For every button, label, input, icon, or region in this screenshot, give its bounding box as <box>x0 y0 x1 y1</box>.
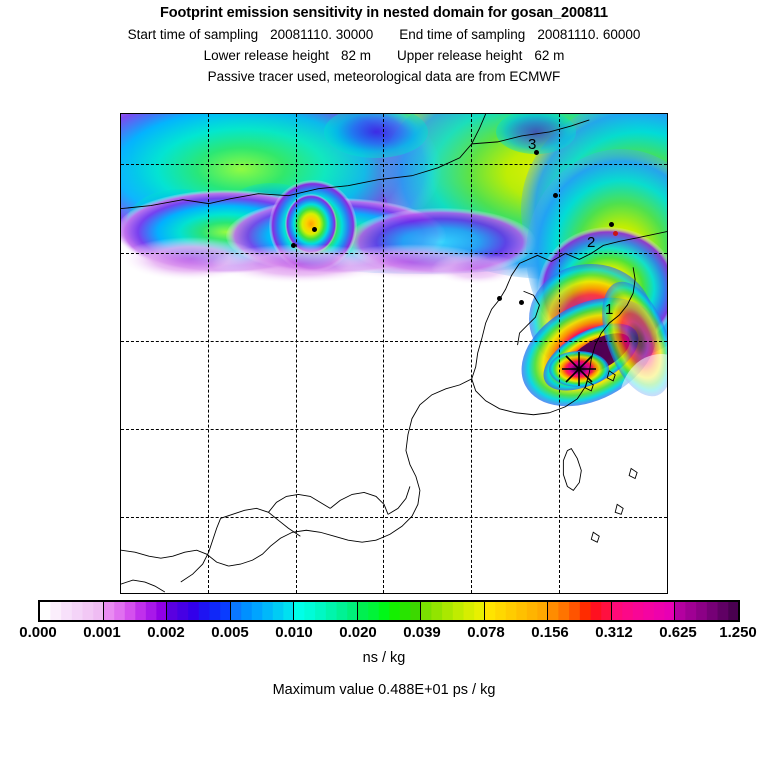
colorbar-segment <box>611 602 676 620</box>
map-plot-panel: 3 2 1 <box>120 113 668 594</box>
upper-release-value: 62 m <box>534 48 565 63</box>
city-dot <box>291 243 296 248</box>
colorbar-segment <box>167 602 231 620</box>
map-label-1: 1 <box>605 301 614 318</box>
figure-header: Footprint emission sensitivity in nested… <box>0 0 768 84</box>
city-dot <box>497 296 502 301</box>
city-dot <box>312 227 317 232</box>
colorbar-tick: 0.039 <box>403 624 441 641</box>
colorbar-segment <box>230 602 295 620</box>
start-time-value: 20081110. 30000 <box>270 27 374 42</box>
lower-release-label: Lower release height <box>203 48 329 63</box>
plume-raster <box>121 114 667 593</box>
colorbar-tick: 0.312 <box>595 624 633 641</box>
colorbar-tick: 0.020 <box>339 624 377 641</box>
colorbar-tick: 0.625 <box>659 624 697 641</box>
colorbar-tick: 0.010 <box>275 624 313 641</box>
colorbar-tick: 0.000 <box>19 624 57 641</box>
footprint-plume-field <box>121 114 667 593</box>
end-time-value: 20081110. 60000 <box>537 27 641 42</box>
colorbar-segment <box>675 602 739 620</box>
colorbar-segment <box>40 602 104 620</box>
colorbar <box>38 600 740 622</box>
colorbar-tick: 0.005 <box>211 624 249 641</box>
colorbar-tick: 0.001 <box>83 624 121 641</box>
start-time-label: Start time of sampling <box>127 27 259 42</box>
colorbar-segment <box>421 602 485 620</box>
colorbar-segment <box>548 602 612 620</box>
colorbar-segment <box>103 602 168 620</box>
lower-release-value: 82 m <box>340 48 371 63</box>
colorbar-segment <box>294 602 358 620</box>
city-dot <box>609 222 614 227</box>
colorbar-tick: 1.250 <box>719 624 757 641</box>
colorbar-tick: 0.002 <box>147 624 185 641</box>
sampling-time-line: Start time of sampling 20081110. 30000 End… <box>0 27 768 42</box>
city-dot <box>519 300 524 305</box>
colorbar-tick-labels: 0.000 0.001 0.002 0.005 0.010 0.020 0.03… <box>0 624 768 644</box>
colorbar-unit-label: ns / kg <box>362 650 406 666</box>
release-point-star-icon <box>562 352 596 386</box>
end-time-label: End time of sampling <box>399 27 526 42</box>
page-title: Footprint emission sensitivity in nested… <box>159 5 609 21</box>
upper-release-label: Upper release height <box>397 48 523 63</box>
colorbar-tick: 0.156 <box>531 624 569 641</box>
colorbar-segment <box>484 602 549 620</box>
maximum-value-label: Maximum value 0.488E+01 ps / kg <box>272 682 496 698</box>
coastline-overlay <box>121 114 667 593</box>
city-dot <box>613 231 618 236</box>
colorbar-segment <box>357 602 422 620</box>
city-dot <box>534 150 539 155</box>
tracer-info-line: Passive tracer used, meteorological data… <box>207 69 561 84</box>
release-height-line: Lower release height 82 m Upper release he… <box>0 48 768 63</box>
colorbar-tick: 0.078 <box>467 624 505 641</box>
map-label-3: 3 <box>528 136 537 153</box>
city-dot <box>553 193 558 198</box>
map-label-2: 2 <box>587 234 596 251</box>
